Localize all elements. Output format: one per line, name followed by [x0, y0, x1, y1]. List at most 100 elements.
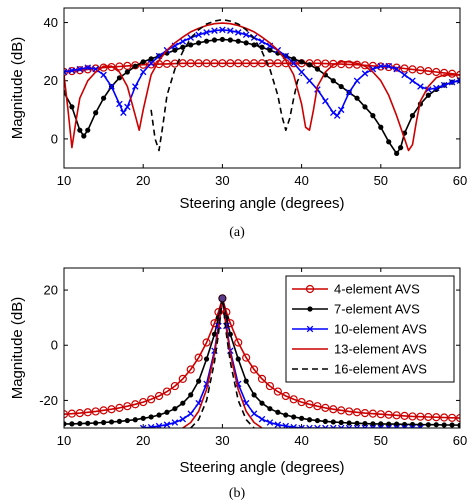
- data-point: [370, 421, 376, 427]
- data-point: [257, 374, 267, 383]
- data-point: [249, 59, 259, 68]
- data-point: [123, 402, 132, 411]
- data-point: [139, 424, 147, 428]
- data-point: [425, 92, 431, 98]
- data-point: [178, 374, 187, 383]
- legend-marker: [307, 306, 313, 312]
- data-point: [424, 412, 433, 422]
- data-point: [148, 414, 154, 420]
- data-point: [140, 415, 146, 421]
- data-point: [186, 365, 195, 374]
- data-point: [385, 424, 392, 428]
- y-tick-label: 40: [44, 15, 58, 30]
- data-point: [393, 65, 400, 73]
- data-point: [283, 412, 289, 418]
- chart-a-frame: [63, 7, 461, 169]
- data-point: [243, 40, 249, 46]
- data-point: [370, 113, 376, 119]
- data-point: [178, 59, 187, 68]
- data-point: [139, 397, 148, 407]
- data-point: [273, 387, 282, 396]
- x-tick-label: 20: [136, 173, 150, 188]
- data-point: [235, 356, 241, 362]
- legend-item: 13-element AVS: [292, 342, 427, 357]
- data-point: [164, 409, 170, 415]
- data-point: [354, 95, 360, 101]
- data-point: [378, 124, 384, 130]
- series-1: [64, 294, 460, 423]
- data-point: [227, 37, 233, 43]
- y-tick-label: 20: [44, 283, 58, 298]
- data-point: [258, 38, 266, 45]
- data-point: [416, 66, 425, 75]
- data-point: [400, 411, 409, 420]
- data-point: [401, 421, 408, 428]
- data-point: [132, 417, 138, 423]
- data-point: [196, 378, 202, 384]
- data-point: [85, 420, 91, 426]
- data-point: [81, 133, 87, 139]
- data-point: [234, 338, 243, 347]
- data-point: [313, 402, 322, 411]
- data-point: [211, 27, 218, 34]
- data-point: [85, 127, 91, 133]
- data-point: [100, 71, 107, 79]
- data-point: [120, 109, 127, 116]
- data-point: [186, 59, 195, 68]
- data-point: [116, 75, 123, 81]
- data-point: [93, 110, 99, 116]
- data-point: [227, 331, 233, 337]
- legend-item: 10-element AVS: [292, 322, 427, 337]
- data-point: [170, 59, 179, 68]
- data-point: [409, 424, 416, 428]
- data-point: [93, 420, 99, 426]
- legend-label: 4-element AVS: [334, 282, 420, 297]
- data-point: [352, 408, 362, 417]
- data-point: [362, 420, 368, 427]
- data-point: [337, 424, 345, 428]
- data-point: [211, 37, 218, 43]
- data-point: [250, 410, 258, 417]
- data-point: [306, 424, 313, 428]
- data-point: [67, 409, 77, 418]
- data-point: [401, 424, 408, 428]
- data-point: [195, 31, 202, 39]
- data-point: [180, 400, 186, 406]
- data-point: [267, 47, 273, 53]
- data-point: [226, 319, 235, 328]
- data-point: [408, 412, 417, 421]
- data-point: [322, 418, 328, 424]
- x-tick-label: 60: [453, 433, 467, 448]
- data-point: [440, 413, 449, 422]
- data-point: [386, 139, 392, 145]
- data-point: [218, 59, 227, 68]
- data-point: [329, 405, 338, 414]
- data-point: [273, 59, 282, 68]
- data-point: [274, 421, 282, 428]
- data-point: [188, 392, 194, 398]
- data-point: [156, 412, 162, 418]
- legend-item: 16-element AVS: [292, 362, 427, 377]
- data-point: [384, 410, 393, 419]
- data-point: [147, 395, 156, 404]
- data-point: [179, 415, 187, 423]
- data-point: [440, 68, 449, 77]
- data-point: [210, 319, 219, 328]
- legend-label: 16-element AVS: [334, 362, 427, 377]
- data-point: [242, 59, 251, 68]
- data-point: [314, 424, 321, 428]
- data-point: [337, 106, 345, 114]
- data-point: [281, 391, 290, 401]
- chart-b-series: [64, 294, 460, 428]
- data-point: [203, 38, 210, 44]
- data-point: [170, 381, 179, 391]
- data-point: [290, 423, 297, 428]
- data-point: [68, 67, 76, 74]
- data-point: [337, 406, 346, 415]
- data-point: [297, 397, 306, 407]
- chart-b-caption: (b): [229, 486, 246, 501]
- data-point: [333, 112, 341, 119]
- data-point: [299, 59, 305, 65]
- data-point: [306, 77, 313, 84]
